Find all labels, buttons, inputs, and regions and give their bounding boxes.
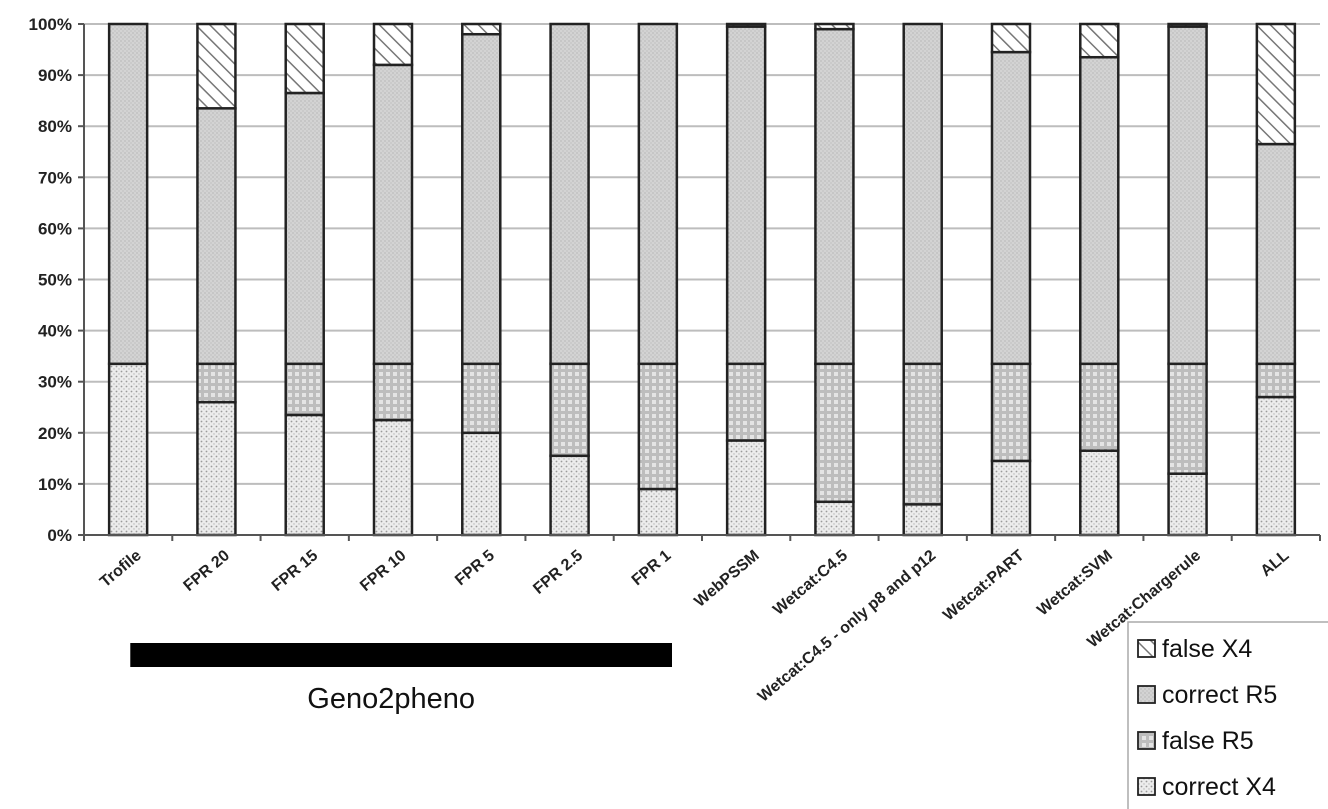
legend: false X4 correct R5 false R5 correct X4 [1127, 621, 1328, 809]
y-tick-label: 20% [38, 424, 72, 443]
bar-segment-correct-r5 [814, 27, 855, 366]
y-tick-label: 0% [47, 526, 72, 545]
bar-segment-correct-x4 [637, 487, 679, 537]
x-tick-label: FPR 2.5 [530, 547, 586, 598]
bar-segment-false-x4 [814, 22, 855, 31]
bar-segment-false-r5 [1167, 362, 1208, 475]
legend-swatch [1137, 777, 1156, 796]
bar-segment-false-r5 [637, 362, 679, 491]
x-tick-label: FPR 15 [269, 547, 322, 595]
bar-segment-correct-r5 [1255, 142, 1297, 366]
bar-segment-correct-r5 [1079, 55, 1120, 366]
bar-segment-false-r5 [549, 362, 590, 458]
bar-segment-false-r5 [461, 362, 502, 435]
bar-segment-correct-x4 [107, 362, 149, 537]
bar-segment-false-x4 [372, 22, 414, 67]
bar-segment-correct-r5 [902, 22, 943, 366]
bar-segment-false-x4 [1167, 22, 1208, 28]
bar-segment-correct-x4 [1079, 449, 1120, 537]
y-tick-label: 60% [38, 219, 72, 238]
axes [78, 23, 1321, 541]
legend-swatch [1137, 639, 1156, 658]
bar-segment-correct-r5 [284, 91, 325, 366]
bar-segment-correct-x4 [1167, 472, 1208, 537]
legend-box [1127, 621, 1328, 809]
bar-segment-false-r5 [814, 362, 855, 504]
legend-label: false X4 [1162, 635, 1252, 663]
bar-segment-false-x4 [284, 22, 325, 95]
y-tick-label: 100% [29, 15, 72, 34]
x-tick-label: FPR 5 [452, 547, 498, 589]
x-tick-label: Wetcat:PART [940, 547, 1028, 624]
group-annotation: Geno2pheno [130, 643, 673, 715]
bar-segment-false-r5 [284, 362, 325, 417]
bar-segment-correct-r5 [637, 22, 679, 366]
bar-segment-false-r5 [1079, 362, 1120, 452]
legend-label: false R5 [1162, 727, 1254, 755]
bar-segment-correct-x4 [902, 503, 943, 537]
bar-segment-false-r5 [902, 362, 943, 506]
bar-segment-false-x4 [461, 22, 502, 36]
bar-segment-false-x4 [1255, 22, 1297, 146]
group-label: Geno2pheno [307, 683, 475, 715]
y-tick-label: 50% [38, 271, 72, 290]
x-tick-label: ALL [1258, 547, 1293, 580]
x-tick-label: WebPSSM [691, 547, 762, 611]
bar-segment-correct-x4 [461, 431, 502, 537]
y-tick-label: 70% [38, 168, 72, 187]
x-tick-label: Wetcat:SVM [1034, 547, 1116, 619]
gridlines [84, 23, 1320, 485]
bar-segment-correct-x4 [196, 400, 237, 537]
bar-segment-false-x4 [725, 22, 767, 28]
legend-label: correct R5 [1162, 681, 1277, 709]
x-tick-label: FPR 1 [629, 547, 675, 589]
y-tick-label: 40% [38, 322, 72, 341]
bar-segment-false-r5 [725, 362, 767, 442]
bar-segment-correct-x4 [284, 413, 325, 537]
bar-segment-false-x4 [990, 22, 1032, 54]
x-tick-label: FPR 10 [357, 547, 410, 595]
x-tick-label: Trofile [97, 547, 145, 591]
bar-segment-correct-r5 [990, 50, 1032, 366]
bar-segment-correct-r5 [461, 32, 502, 366]
bar-segment-correct-r5 [1167, 25, 1208, 366]
y-tick-label: 80% [38, 117, 72, 136]
bar-segment-correct-r5 [725, 25, 767, 366]
bar-segment-false-r5 [990, 362, 1032, 463]
legend-label: correct X4 [1162, 773, 1276, 801]
bar-segment-correct-r5 [549, 22, 590, 366]
y-tick-label: 10% [38, 475, 72, 494]
bar-segment-correct-x4 [725, 439, 767, 537]
bar-segment-false-r5 [372, 362, 414, 422]
x-tick-label: Wetcat:C4.5 [770, 547, 851, 619]
bar-segment-false-r5 [196, 362, 237, 404]
x-tick-label: FPR 20 [181, 547, 234, 595]
bar-segment-correct-x4 [1255, 395, 1297, 537]
legend-swatch [1137, 685, 1156, 704]
legend-swatch [1137, 731, 1156, 750]
bar-segment-correct-x4 [372, 418, 414, 537]
bar-segment-correct-r5 [372, 63, 414, 366]
y-tick-label: 90% [38, 66, 72, 85]
group-bracket-bar [130, 643, 673, 667]
bar-segment-false-r5 [1255, 362, 1297, 399]
bar-segment-correct-x4 [549, 454, 590, 537]
bar-segment-false-x4 [1079, 22, 1120, 59]
y-tick-label: 30% [38, 373, 72, 392]
bar-segment-correct-x4 [990, 459, 1032, 537]
bar-segment-correct-r5 [196, 107, 237, 366]
bar-segment-correct-r5 [107, 22, 149, 366]
bar-segment-false-x4 [196, 22, 237, 110]
x-tick-label: Wetcat:C4.5 - only p8 and p12 [755, 547, 939, 706]
bar-segment-correct-x4 [814, 500, 855, 537]
